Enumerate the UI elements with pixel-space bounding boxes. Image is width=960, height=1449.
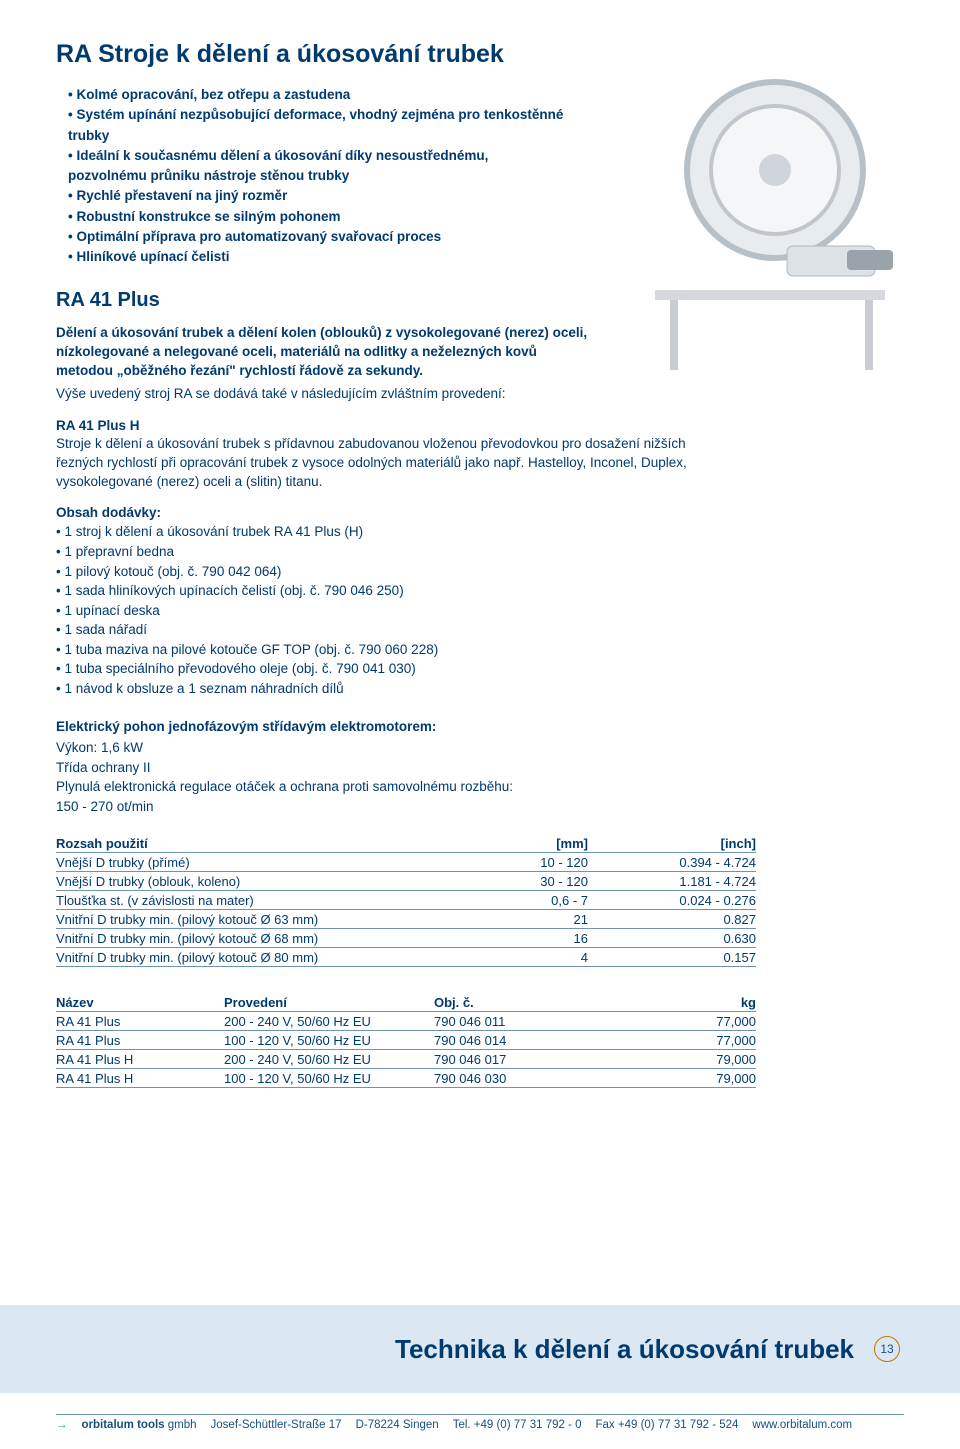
- bottom-contact-line: → orbitalum tools gmbh Josef-Schüttler-S…: [56, 1414, 904, 1431]
- col-header: kg: [616, 993, 756, 1012]
- feature-item: Rychlé přestavení na jiný rozměr: [68, 186, 566, 206]
- description-bold: Dělení a úkosování trubek a dělení kolen…: [56, 324, 596, 381]
- company-name: orbitalum tools gmbh: [82, 1419, 197, 1431]
- table-row: RA 41 Plus200 - 240 V, 50/60 Hz EU790 04…: [56, 1012, 756, 1031]
- fax: Fax +49 (0) 77 31 792 - 524: [596, 1419, 739, 1431]
- supply-item: 1 tuba speciálního převodového oleje (ob…: [56, 659, 904, 679]
- table-row: Vnitřní D trubky min. (pilový kotouč Ø 6…: [56, 910, 756, 929]
- table-row: RA 41 Plus H200 - 240 V, 50/60 Hz EU790 …: [56, 1050, 756, 1069]
- arrow-icon: →: [56, 1419, 68, 1431]
- electrical-line: Plynulá elektronická regulace otáček a o…: [56, 777, 904, 797]
- page: RA Stroje k dělení a úkosování trubek Ko…: [0, 0, 960, 1449]
- product-image: [600, 40, 930, 400]
- electrical-line: 150 - 270 ot/min: [56, 797, 904, 817]
- table-header-row: Rozsah použití [mm] [inch]: [56, 834, 756, 853]
- table-row: RA 41 Plus H100 - 120 V, 50/60 Hz EU790 …: [56, 1069, 756, 1088]
- col-header: [inch]: [588, 834, 756, 853]
- table-row: Vnější D trubky (přímé)10 - 1200.394 - 4…: [56, 853, 756, 872]
- feature-item: Ideální k současnému dělení a úkosování …: [68, 146, 566, 187]
- feature-item: Optimální příprava pro automatizovaný sv…: [68, 227, 566, 247]
- table-header-row: Název Provedení Obj. č. kg: [56, 993, 756, 1012]
- address-city: D-78224 Singen: [356, 1419, 439, 1431]
- col-header: Provedení: [224, 993, 434, 1012]
- feature-item: Hliníkové upínací čelisti: [68, 247, 566, 267]
- feature-item: Robustní konstrukce se silným pohonem: [68, 207, 566, 227]
- table-row: Vnitřní D trubky min. (pilový kotouč Ø 8…: [56, 948, 756, 967]
- table-row: Vnější D trubky (oblouk, koleno)30 - 120…: [56, 872, 756, 891]
- col-header: Název: [56, 993, 224, 1012]
- electrical-spec: Elektrický pohon jednofázovým střídavým …: [56, 717, 904, 817]
- electrical-line: Výkon: 1,6 kW: [56, 738, 904, 758]
- feature-item: Systém upínání nezpůsobující deformace, …: [68, 105, 566, 146]
- supply-item: 1 pilový kotouč (obj. č. 790 042 064): [56, 562, 904, 582]
- supply-item: 1 sada hliníkových upínacích čelistí (ob…: [56, 581, 904, 601]
- col-header: [mm]: [420, 834, 588, 853]
- supply-list: 1 stroj k dělení a úkosování trubek RA 4…: [56, 522, 904, 698]
- electrical-heading: Elektrický pohon jednofázovým střídavým …: [56, 717, 904, 737]
- supply-item: 1 přepravní bedna: [56, 542, 904, 562]
- telephone: Tel. +49 (0) 77 31 792 - 0: [453, 1419, 582, 1431]
- supply-item: 1 sada nářadí: [56, 620, 904, 640]
- description-normal: Výše uvedený stroj RA se dodává také v n…: [56, 385, 596, 404]
- supply-item: 1 návod k obsluze a 1 seznam náhradních …: [56, 679, 904, 699]
- supply-item: 1 stroj k dělení a úkosování trubek RA 4…: [56, 522, 904, 542]
- supply-item: 1 tuba maziva na pilové kotouče GF TOP (…: [56, 640, 904, 660]
- footer-band: Technika k dělení a úkosování trubek 13: [0, 1305, 960, 1393]
- feature-list: Kolmé opracování, bez otřepu a zastudena…: [56, 85, 566, 267]
- table-row: RA 41 Plus100 - 120 V, 50/60 Hz EU790 04…: [56, 1031, 756, 1050]
- supply-heading: Obsah dodávky:: [56, 505, 904, 520]
- website: www.orbitalum.com: [752, 1419, 852, 1431]
- supply-item: 1 upínací deska: [56, 601, 904, 621]
- address-street: Josef-Schüttler-Straße 17: [211, 1419, 342, 1431]
- range-table: Rozsah použití [mm] [inch] Vnější D trub…: [56, 834, 756, 967]
- table-row: Vnitřní D trubky min. (pilový kotouč Ø 6…: [56, 929, 756, 948]
- col-header: Rozsah použití: [56, 834, 420, 853]
- col-header: Obj. č.: [434, 993, 616, 1012]
- table-row: Tloušťka st. (v závislosti na mater)0,6 …: [56, 891, 756, 910]
- footer-title: Technika k dělení a úkosování trubek: [395, 1334, 854, 1365]
- page-number-badge: 13: [874, 1336, 900, 1362]
- electrical-line: Třída ochrany II: [56, 758, 904, 778]
- variant-body: Stroje k dělení a úkosování trubek s pří…: [56, 435, 716, 492]
- feature-item: Kolmé opracování, bez otřepu a zastudena: [68, 85, 566, 105]
- variant-heading: RA 41 Plus H: [56, 418, 904, 433]
- models-table: Název Provedení Obj. č. kg RA 41 Plus200…: [56, 993, 756, 1088]
